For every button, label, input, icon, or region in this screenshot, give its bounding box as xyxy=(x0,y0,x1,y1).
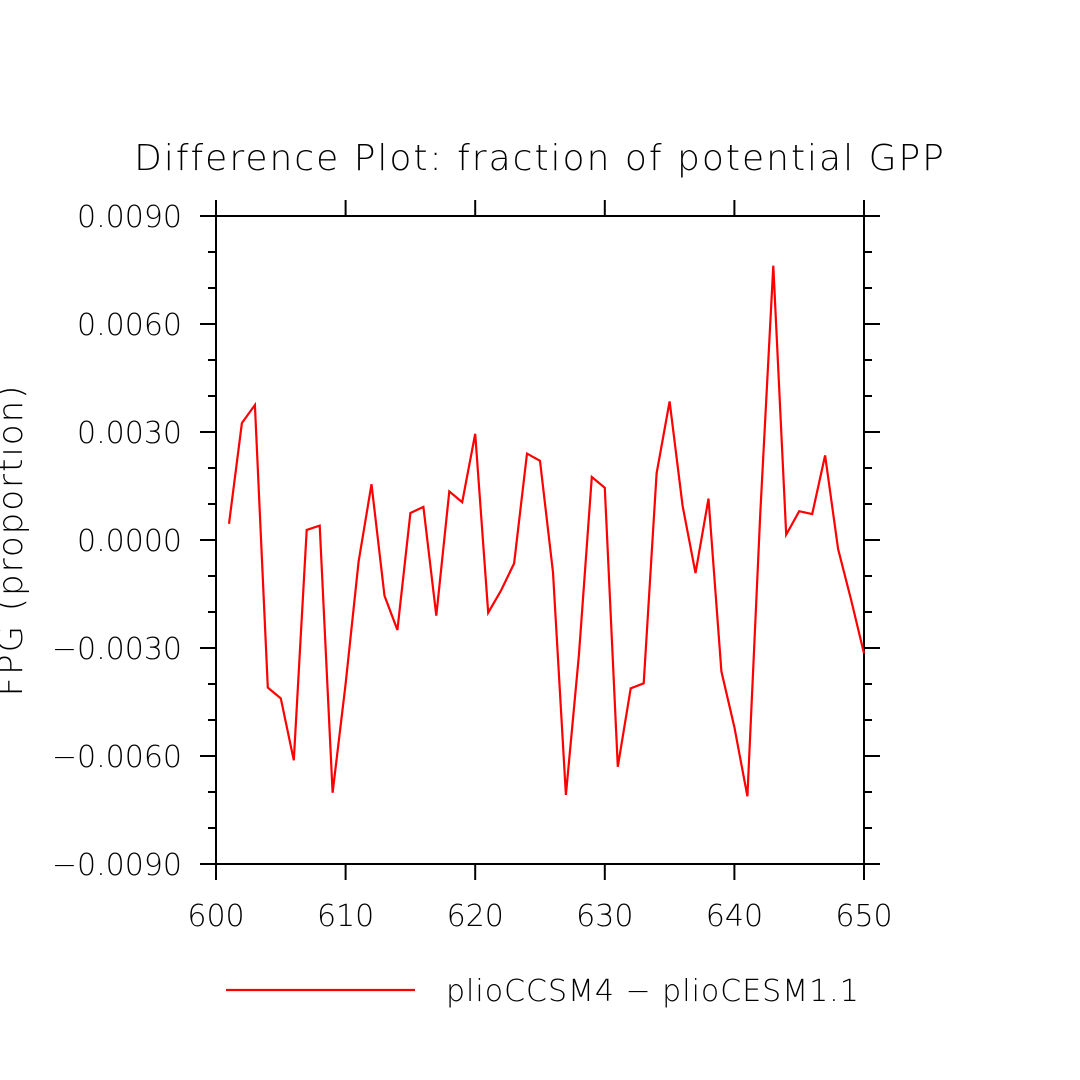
x-tick-label: 620 xyxy=(447,899,504,934)
x-tick-label: 600 xyxy=(187,899,244,934)
x-tick-label: 630 xyxy=(576,899,633,934)
chart-title: Difference Plot: fraction of potential G… xyxy=(134,138,946,179)
legend: plioCCSM4 − plioCESM1.1 xyxy=(226,974,860,1009)
y-tick-label: 0.0030 xyxy=(77,416,182,451)
series-line xyxy=(227,265,866,797)
series-layer xyxy=(227,265,866,797)
y-tick-label: −0.0060 xyxy=(52,740,182,775)
x-tick-label: 650 xyxy=(835,899,892,934)
y-tick-label: 0.0060 xyxy=(77,308,182,343)
ticks-layer: 600 610 620 630 640 650 −0.0090 −0.0060 −0.0030 0… xyxy=(52,200,893,934)
y-tick-label: 0.0090 xyxy=(77,200,182,235)
x-tick-label: 640 xyxy=(706,899,763,934)
y-tick-label: −0.0090 xyxy=(52,848,182,883)
y-tick-label: −0.0030 xyxy=(52,632,182,667)
x-tick-label: 610 xyxy=(317,899,374,934)
plot-frame xyxy=(215,215,865,865)
y-tick-label: 0.0000 xyxy=(77,524,182,559)
legend-label: plioCCSM4 − plioCESM1.1 xyxy=(446,974,860,1009)
y-axis-label: FPG (proportion) xyxy=(0,384,31,697)
